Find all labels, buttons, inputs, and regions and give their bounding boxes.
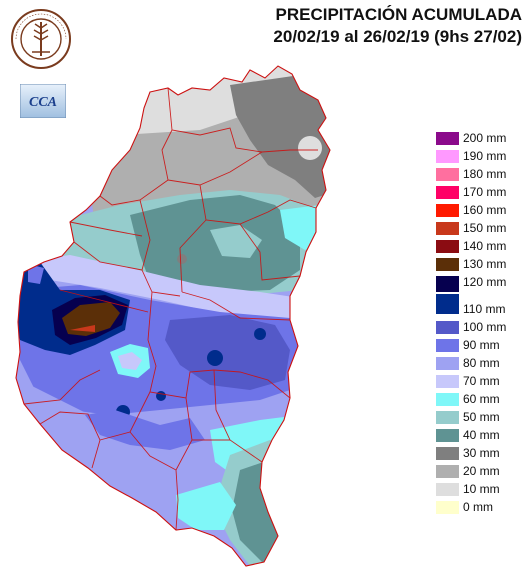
legend-label: 60 mm	[463, 392, 500, 406]
legend-item: 20 mm	[436, 464, 530, 482]
legend-label: 170 mm	[463, 185, 507, 199]
legend-label: 40 mm	[463, 428, 500, 442]
legend-label: 200 mm	[463, 131, 507, 145]
legend-swatch	[436, 276, 459, 292]
legend-item: 0 mm	[436, 500, 530, 518]
legend-swatch	[436, 258, 459, 271]
legend-swatch	[436, 240, 459, 253]
legend-swatch	[436, 168, 459, 181]
legend-swatch	[436, 294, 459, 314]
legend-item: 40 mm	[436, 428, 530, 446]
legend-item: 80 mm	[436, 356, 530, 374]
legend-item: 180 mm	[436, 167, 530, 185]
map-date-range: 20/02/19 al 26/02/19 (9hs 27/02)	[273, 27, 522, 46]
legend-item: 110 mm	[436, 294, 530, 320]
legend-item: 120 mm	[436, 275, 530, 293]
legend-swatch	[436, 429, 459, 442]
title-block: PRECIPITACIÓN ACUMULADA 20/02/19 al 26/0…	[273, 4, 522, 48]
legend-label: 190 mm	[463, 149, 507, 163]
bolsa-cereales-seal-logo	[11, 9, 71, 69]
legend-swatch	[436, 357, 459, 370]
legend-swatch	[436, 186, 459, 199]
legend-label: 140 mm	[463, 239, 507, 253]
legend-swatch	[436, 501, 459, 514]
legend-item: 150 mm	[436, 221, 530, 239]
legend-item: 50 mm	[436, 410, 530, 428]
legend-label: 0 mm	[463, 500, 493, 514]
legend-label: 120 mm	[463, 275, 507, 289]
legend-label: 110 mm	[463, 302, 506, 316]
legend-item: 160 mm	[436, 203, 530, 221]
map-title: PRECIPITACIÓN ACUMULADA	[275, 5, 523, 24]
legend-label: 90 mm	[463, 338, 500, 352]
legend-swatch	[436, 222, 459, 235]
legend-label: 30 mm	[463, 446, 500, 460]
legend-swatch	[436, 375, 459, 388]
cca-badge-text: CCA	[29, 95, 57, 110]
legend-item: 170 mm	[436, 185, 530, 203]
legend-item: 100 mm	[436, 320, 530, 338]
legend-swatch	[436, 465, 459, 478]
legend-swatch	[436, 321, 459, 334]
cca-badge-logo: CCA	[20, 84, 66, 118]
legend-item: 60 mm	[436, 392, 530, 410]
legend-item: 90 mm	[436, 338, 530, 356]
legend-item: 200 mm	[436, 131, 530, 149]
legend-label: 70 mm	[463, 374, 500, 388]
legend-item: 70 mm	[436, 374, 530, 392]
legend-label: 160 mm	[463, 203, 507, 217]
legend-label: 180 mm	[463, 167, 507, 181]
legend-label: 150 mm	[463, 221, 507, 235]
legend-label: 130 mm	[463, 257, 507, 271]
legend-swatch	[436, 447, 459, 460]
legend-swatch	[436, 339, 459, 352]
legend-item: 10 mm	[436, 482, 530, 500]
legend-item: 30 mm	[436, 446, 530, 464]
legend-item: 140 mm	[436, 239, 530, 257]
legend-label: 100 mm	[463, 320, 507, 334]
legend-item: 130 mm	[436, 257, 530, 275]
legend-swatch	[436, 393, 459, 406]
legend-label: 20 mm	[463, 464, 500, 478]
legend-swatch	[436, 483, 459, 496]
legend-label: 80 mm	[463, 356, 500, 370]
legend-swatch	[436, 411, 459, 424]
legend-item: 190 mm	[436, 149, 530, 167]
legend-swatch	[436, 150, 459, 163]
legend-label: 10 mm	[463, 482, 500, 496]
legend-swatch	[436, 132, 459, 145]
legend-swatch	[436, 204, 459, 217]
legend-label: 50 mm	[463, 410, 500, 424]
